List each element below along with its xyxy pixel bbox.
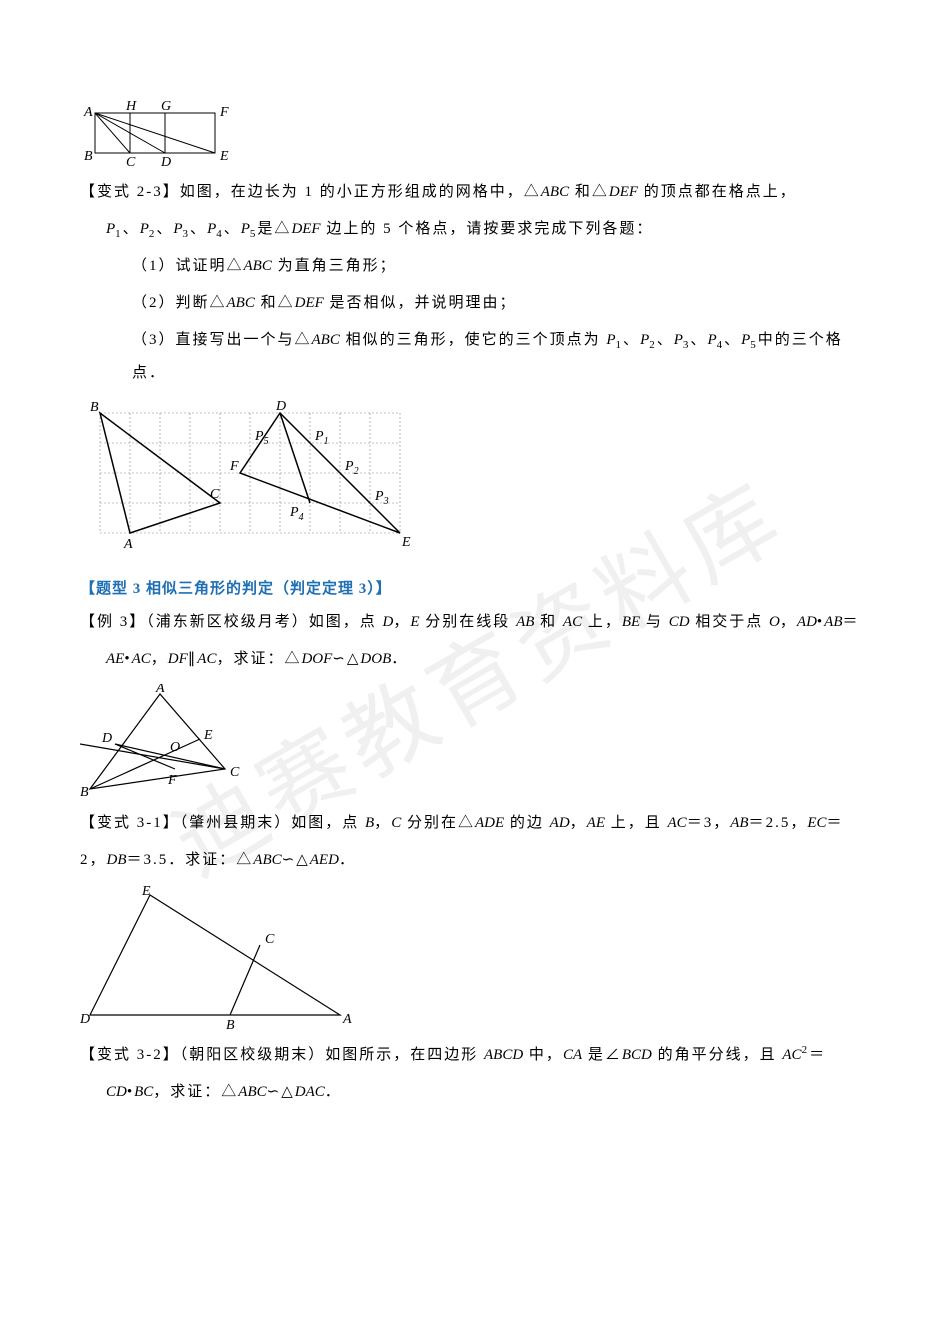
fig4-label-E: E	[141, 885, 151, 899]
section-3-title: 【题型 3 相似三角形的判定（判定定理 3）】	[80, 577, 870, 598]
fig2-label-E: E	[401, 535, 411, 550]
fig2-label-P3: P3	[374, 489, 389, 507]
fig3-label-E: E	[203, 728, 213, 743]
problem-2-3-q1: （1）试证明△ABC 为直角三角形；	[80, 250, 870, 283]
fig1-label-H: H	[125, 99, 137, 114]
problem-2-3-q2: （2）判断△ABC 和△DEF 是否相似，并说明理由；	[80, 287, 870, 320]
fig2-label-P4: P4	[289, 505, 304, 523]
figure-3: A B C D E F O	[80, 684, 870, 799]
fig1-label-C: C	[126, 155, 136, 168]
fig2-label-B: B	[90, 400, 99, 415]
fig2-label-P2: P2	[344, 459, 359, 477]
fig4-label-D: D	[80, 1012, 90, 1027]
fig1-label-G: G	[161, 99, 171, 114]
fig3-label-O: O	[170, 740, 180, 755]
fig3-label-D: D	[101, 731, 112, 746]
variant-3-1-line2: 2，DB＝3.5．求证：△ABC∽△AED．	[80, 844, 870, 877]
fig1-label-E: E	[219, 149, 229, 164]
fig4-label-A: A	[342, 1012, 352, 1027]
variant-3-2-line2: CD•BC，求证：△ABC∽△DAC．	[80, 1076, 870, 1109]
figure-2: B A C D E F P5 P1 P2 P3 P4	[80, 398, 870, 563]
problem-2-3-line1: 【变式 2-3】如图，在边长为 1 的小正方形组成的网格中，△ABC 和△DEF…	[80, 176, 870, 209]
fig1-label-F: F	[219, 105, 229, 120]
fig2-label-P5: P5	[254, 429, 269, 447]
fig2-label-P1: P1	[314, 429, 329, 447]
fig2-label-D: D	[275, 399, 286, 414]
fig4-label-C: C	[265, 932, 275, 947]
page-content: A H G F B C D E 【变式 2-3】如图，在边长为 1 的小正方形组…	[80, 98, 870, 1109]
fig3-label-C: C	[230, 765, 240, 780]
problem-2-3-q3: （3）直接写出一个与△ABC 相似的三角形，使它的三个顶点为 P1、P2、P3、…	[80, 324, 870, 390]
figure-4: E D A B C	[80, 885, 870, 1030]
figure-1: A H G F B C D E	[80, 98, 870, 168]
fig2-label-F: F	[229, 459, 239, 474]
example-3-line1: 【例 3】（浦东新区校级月考）如图，点 D，E 分别在线段 AB 和 AC 上，…	[80, 606, 870, 639]
fig3-label-B: B	[80, 785, 89, 799]
fig1-label-B: B	[84, 149, 93, 164]
fig3-label-F: F	[167, 773, 177, 788]
fig1-label-D: D	[160, 155, 171, 168]
example-3-line2: AE•AC，DF∥AC，求证：△DOF∽△DOB．	[80, 643, 870, 676]
fig2-label-A: A	[123, 537, 133, 552]
fig1-label-A: A	[83, 105, 93, 120]
fig2-label-C: C	[210, 487, 220, 502]
fig4-label-B: B	[226, 1018, 235, 1030]
fig3-label-A: A	[155, 684, 165, 696]
problem-2-3-line2: P1、P2、P3、P4、P5是△DEF 边上的 5 个格点，请按要求完成下列各题…	[80, 213, 870, 246]
variant-3-2-line1: 【变式 3-2】（朝阳区校级期末）如图所示，在四边形 ABCD 中，CA 是∠B…	[80, 1038, 870, 1072]
variant-3-1-line1: 【变式 3-1】（肇州县期末）如图，点 B，C 分别在△ADE 的边 AD，AE…	[80, 807, 870, 840]
